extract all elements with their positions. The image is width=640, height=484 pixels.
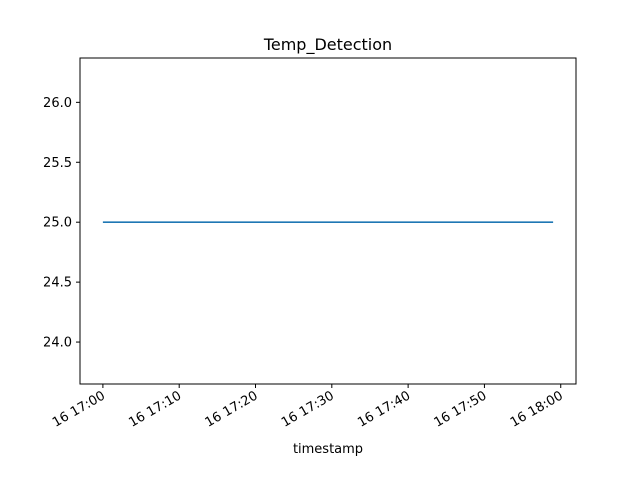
y-tick-label: 25.0 [43,216,72,231]
y-tick-label: 25.5 [43,156,72,171]
y-tick-label: 26.0 [43,96,72,111]
y-tick-label: 24.0 [43,336,72,351]
chart-title: Temp_Detection [263,35,392,55]
plot-frame [79,57,577,385]
y-axis: 24.0 24.5 25.0 25.5 26.0 [43,96,80,351]
y-tick-label: 24.5 [43,276,72,291]
x-axis-label: timestamp [293,442,363,457]
